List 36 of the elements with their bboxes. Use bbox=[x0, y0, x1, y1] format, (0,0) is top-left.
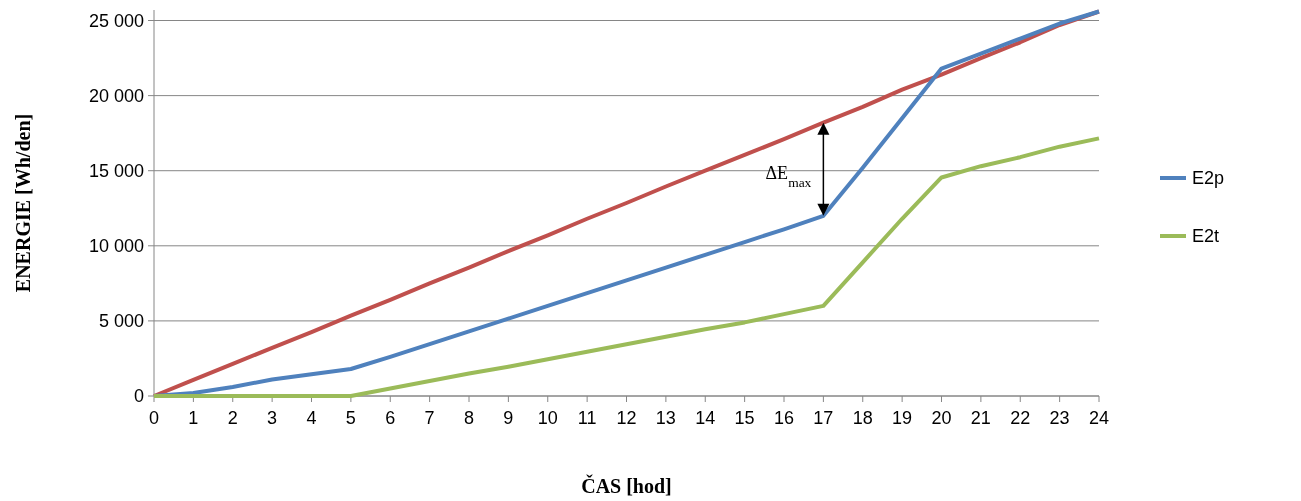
legend-label: E2p bbox=[1192, 168, 1225, 189]
x-tick-label: 10 bbox=[537, 408, 558, 428]
y-tick-label: 20 000 bbox=[88, 85, 144, 106]
x-tick-label: 14 bbox=[695, 408, 716, 428]
x-tick-label: 18 bbox=[852, 408, 873, 428]
x-tick-label: 3 bbox=[267, 408, 278, 428]
x-tick-label: 19 bbox=[892, 408, 913, 428]
y-tick-label: 15 000 bbox=[88, 161, 144, 182]
x-tick-label: 12 bbox=[616, 408, 637, 428]
x-tick-label: 0 bbox=[148, 408, 160, 428]
x-tick-label: 6 bbox=[385, 408, 396, 428]
x-tick-label: 2 bbox=[227, 408, 238, 428]
y-tick-label: 5 000 bbox=[98, 311, 144, 332]
x-tick-label: 23 bbox=[1049, 408, 1070, 428]
legend-label: E2t bbox=[1192, 226, 1220, 247]
x-tick-label: 15 bbox=[734, 408, 755, 428]
x-tick-label: 11 bbox=[577, 408, 597, 428]
x-tick-label: 8 bbox=[463, 408, 475, 428]
y-tick-label: 0 bbox=[133, 386, 144, 407]
x-tick-label: 22 bbox=[1010, 408, 1031, 428]
x-tick-label: 20 bbox=[931, 408, 952, 428]
x-tick-label: 21 bbox=[970, 408, 991, 428]
x-tick-label: 9 bbox=[503, 408, 514, 428]
y-axis-title: ENERGIE [Wh/den] bbox=[12, 113, 34, 293]
x-tick-label: 16 bbox=[773, 408, 795, 428]
x-tick-label: 4 bbox=[306, 408, 317, 428]
x-axis-title: ČAS [hod] bbox=[581, 474, 672, 497]
x-tick-label: 24 bbox=[1088, 408, 1110, 428]
annotation: ΔE$_{max}$ bbox=[765, 163, 812, 190]
x-tick-label: 17 bbox=[813, 408, 834, 428]
x-tick-label: 13 bbox=[655, 408, 676, 428]
x-tick-label: 5 bbox=[345, 408, 356, 428]
y-tick-label: 10 000 bbox=[88, 236, 144, 257]
x-tick-label: 1 bbox=[188, 408, 199, 428]
y-tick-label: 25 000 bbox=[88, 10, 144, 31]
x-tick-label: 7 bbox=[424, 408, 435, 428]
